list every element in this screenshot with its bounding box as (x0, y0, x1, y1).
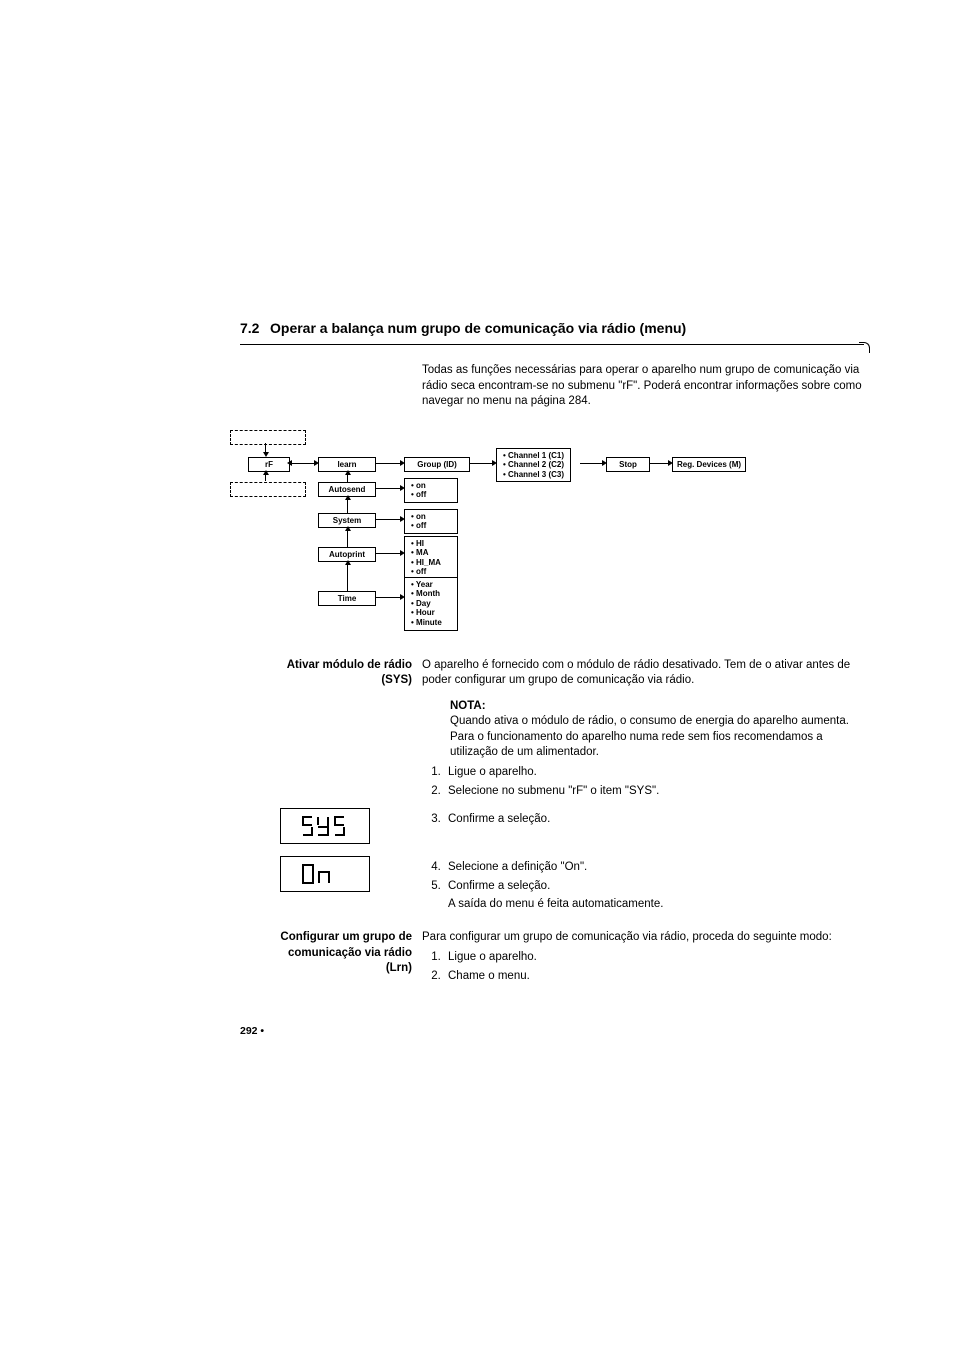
diagram-reg-box: Reg. Devices (M) (672, 457, 746, 473)
lrn-para: Para configurar um grupo de comunicação … (422, 930, 864, 946)
diagram-ch1: • Channel 1 (C1) (503, 451, 564, 461)
lrn-step1: Ligue o aparelho. (444, 950, 864, 966)
diagram-on1: • on (411, 481, 451, 491)
diagram-rf-box: rF (248, 457, 290, 473)
sys-body: O aparelho é fornecido com o módulo de r… (422, 658, 864, 804)
diagram-system-opts: • on • off (404, 509, 458, 534)
diagram-ch2: • Channel 2 (C2) (503, 460, 564, 470)
lrn-steps: Ligue o aparelho. Chame o menu. (422, 950, 864, 985)
sys-steps-a: Ligue o aparelho. Selecione no submenu "… (422, 765, 864, 800)
intro-paragraph: Todas as funções necessárias para operar… (422, 363, 864, 410)
diagram-autosend-opts: • on • off (404, 478, 458, 503)
sys-row: Ativar módulo de rádio (SYS) O aparelho … (240, 658, 864, 804)
diagram-dashed-bottom (230, 482, 306, 498)
section-rule (240, 344, 864, 345)
section-title: Operar a balança num grupo de comunicaçã… (270, 320, 864, 336)
diagram-time-box: Time (318, 591, 376, 607)
section-number: 7.2 (240, 320, 270, 336)
diagram-on2: • on (411, 512, 451, 522)
diagram-hour: • Hour (411, 608, 451, 618)
sys-step4: Selecione a definição "On". (444, 860, 864, 876)
lrn-body: Para configurar um grupo de comunicação … (422, 930, 864, 989)
lcd-display-on (280, 856, 370, 892)
lrn-heading-l3: (Lrn) (240, 961, 412, 977)
lrn-step2: Chame o menu. (444, 969, 864, 985)
diagram-day: • Day (411, 599, 451, 609)
diagram-ap-off: • off (411, 567, 451, 577)
sys-step3: Confirme a seleção. (444, 812, 864, 828)
lcd-row-1: Confirme a seleção. (240, 808, 864, 852)
lrn-heading: Configurar um grupo de comunicação via r… (240, 930, 422, 989)
diagram-channels-box: • Channel 1 (C1) • Channel 2 (C2) • Chan… (496, 448, 571, 483)
sys-step5: Confirme a seleção. A saída do menu é fe… (444, 879, 864, 912)
diagram-time-opts: • Year • Month • Day • Hour • Minute (404, 577, 458, 631)
sys-step5b: A saída do menu é feita automaticamente. (448, 897, 864, 913)
diagram-ap-hima: • HI_MA (411, 558, 451, 568)
sys-step1: Ligue o aparelho. (444, 765, 864, 781)
sys-heading: Ativar módulo de rádio (SYS) (240, 658, 422, 804)
sys-steps-b: Confirme a seleção. (422, 812, 864, 828)
diagram-group-box: Group (ID) (404, 457, 470, 473)
diagram-ap-ma: • MA (411, 548, 451, 558)
diagram-off2: • off (411, 521, 451, 531)
menu-diagram: rF learn Group (ID) • Channel 1 (C1) • C… (230, 430, 870, 630)
page-footer: 292 • (240, 1025, 864, 1037)
lcd-on-svg (295, 862, 355, 886)
sys-note-body: Quando ativa o módulo de rádio, o consum… (450, 714, 854, 761)
diagram-ap-hi: • HI (411, 539, 451, 549)
sys-note-head: NOTA: (450, 699, 864, 715)
diagram-month: • Month (411, 589, 451, 599)
diagram-dashed-top (230, 430, 306, 446)
lrn-row: Configurar um grupo de comunicação via r… (240, 930, 864, 989)
diagram-off1: • off (411, 490, 451, 500)
diagram-autoprint-opts: • HI • MA • HI_MA • off (404, 536, 458, 580)
page: 7.2 Operar a balança num grupo de comuni… (0, 0, 954, 1097)
lcd-display-sys (280, 808, 370, 844)
sys-step2: Selecione no submenu "rF" o item "SYS". (444, 784, 864, 800)
diagram-minute: • Minute (411, 618, 451, 628)
section-heading: 7.2 Operar a balança num grupo de comuni… (240, 320, 864, 336)
lrn-heading-l2: comunicação via rádio (240, 946, 412, 962)
sys-steps-c: Selecione a definição "On". Confirme a s… (422, 860, 864, 913)
diagram-ch3: • Channel 3 (C3) (503, 470, 564, 480)
sys-heading-l2: (SYS) (240, 673, 412, 689)
lcd-row-2: Selecione a definição "On". Confirme a s… (240, 856, 864, 917)
lrn-heading-l1: Configurar um grupo de (240, 930, 412, 946)
sys-para: O aparelho é fornecido com o módulo de r… (422, 658, 864, 689)
sys-heading-l1: Ativar módulo de rádio (240, 658, 412, 674)
lcd-sys-svg (295, 814, 355, 838)
sys-step5-text: Confirme a seleção. (448, 880, 550, 892)
diagram-stop-box: Stop (606, 457, 650, 473)
diagram-year: • Year (411, 580, 451, 590)
